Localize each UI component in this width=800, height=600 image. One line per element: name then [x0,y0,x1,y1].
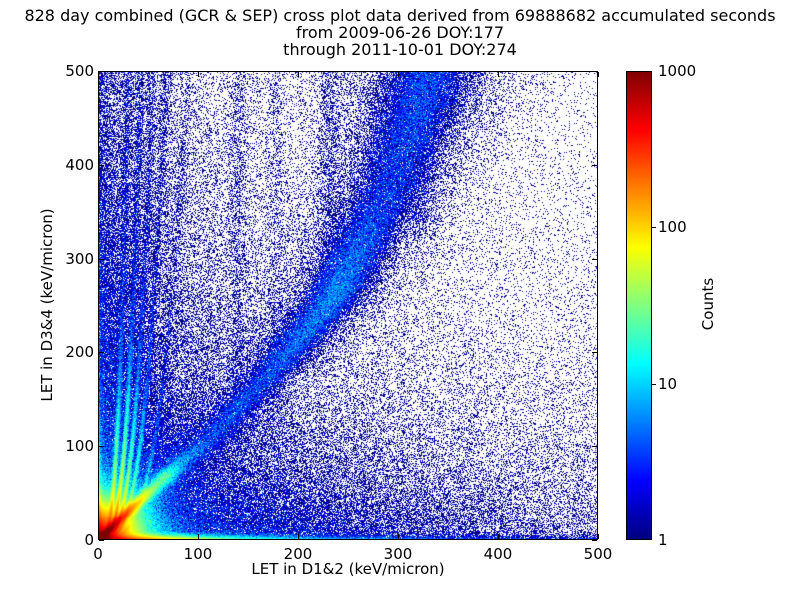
y-tick-mark [99,164,104,166]
x-tick-mark [98,534,99,539]
x-tick-label: 0 [93,545,103,563]
title-line-1: 828 day combined (GCR & SEP) cross plot … [24,6,776,25]
colorbar-tick-mark [652,227,656,229]
y-tick-mark [99,540,104,541]
y-tick-mark-right [592,258,597,260]
x-tick-mark-top [198,72,199,77]
y-tick-mark [99,71,104,72]
y-tick-mark [99,258,104,260]
colorbar-gradient [626,71,652,540]
y-tick-mark-right [592,446,597,448]
y-tick-label: 0 [84,531,94,549]
x-tick-mark-top [498,72,499,77]
x-tick-mark [598,534,599,539]
y-axis-label: LET in D3&4 (keV/micron) [38,208,56,402]
y-tick-mark-right [592,540,597,541]
colorbar-tick-label: 1000 [658,62,697,80]
title-line-2: from 2009-06-26 DOY:177 [295,23,504,42]
y-tick-label: 400 [65,155,94,174]
x-tick-mark-top [98,72,99,77]
x-tick-label: 400 [483,545,513,563]
x-tick-label: 100 [183,545,213,563]
y-tick-label: 300 [65,249,94,268]
x-tick-mark-top [398,72,399,77]
y-tick-mark-right [592,352,597,354]
x-tick-mark [298,534,299,539]
title-line-3: through 2011-10-01 DOY:274 [283,40,517,59]
x-tick-mark-top [298,72,299,77]
colorbar-label: Counts [699,277,717,331]
y-tick-label: 200 [65,343,94,362]
heatmap-canvas [98,71,598,540]
colorbar-tick-label: 1 [658,531,668,549]
colorbar-tick-label: 10 [658,374,678,393]
y-tick-mark [99,352,104,354]
y-tick-mark [99,446,104,448]
y-tick-label: 500 [65,62,94,80]
x-tick-mark-top [598,72,599,77]
x-tick-mark [398,534,399,539]
colorbar-tick-label: 100 [658,218,687,237]
x-tick-label: 200 [283,545,313,563]
x-tick-mark [198,534,199,539]
y-tick-label: 100 [65,437,94,456]
x-axis-label: LET in D1&2 (keV/micron) [251,560,445,578]
x-tick-mark [498,534,499,539]
x-tick-label: 300 [383,545,413,563]
y-tick-mark-right [592,164,597,166]
x-tick-label: 500 [583,545,613,563]
colorbar-tick-mark [652,383,656,385]
y-tick-mark-right [592,71,597,72]
